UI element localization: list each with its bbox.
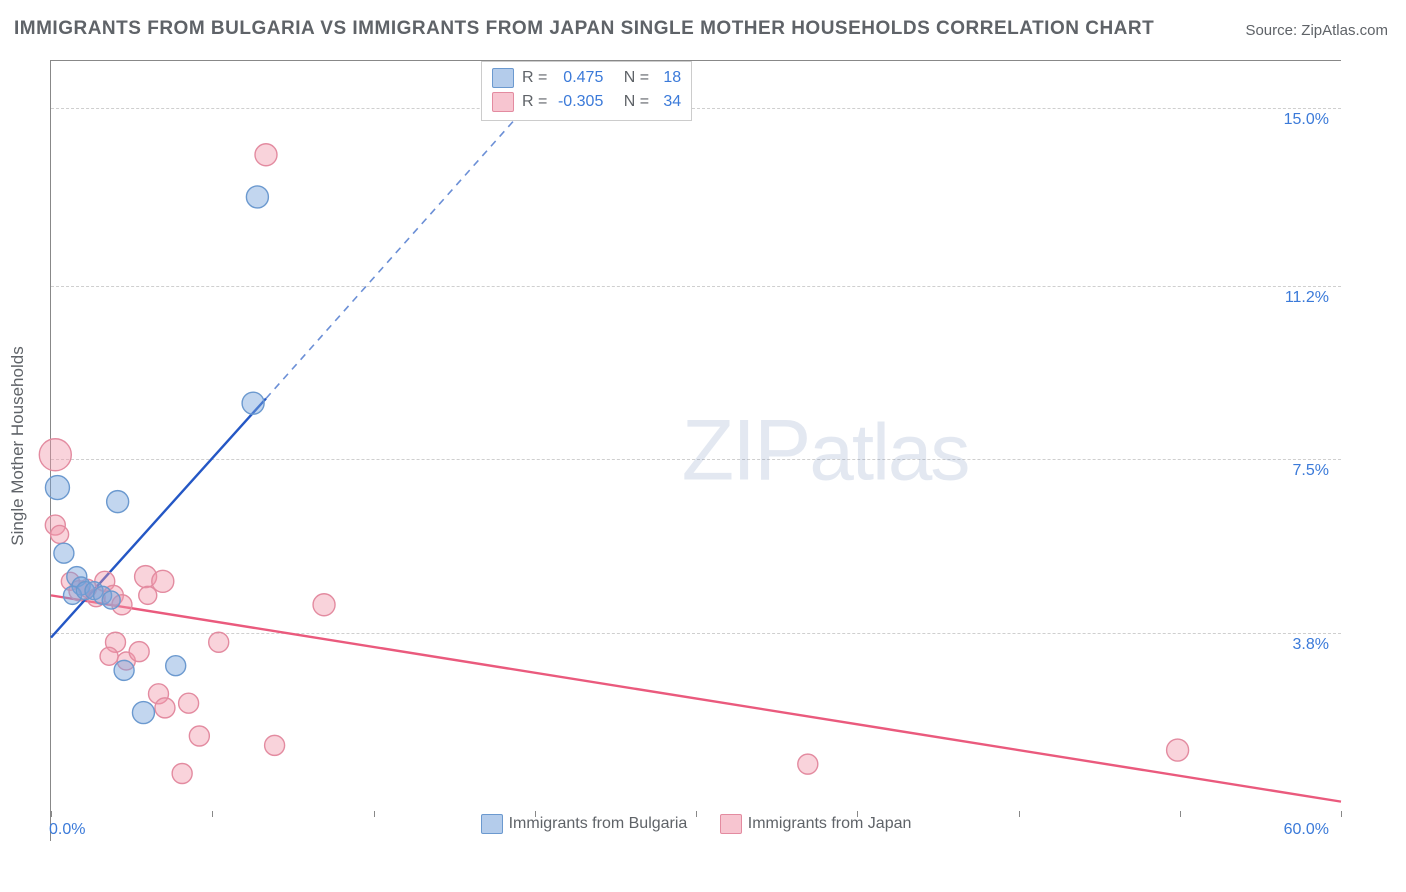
legend-label-bulgaria: Immigrants from Bulgaria: [509, 815, 688, 833]
swatch-blue-icon: [481, 814, 503, 834]
data-point-bulgaria: [107, 491, 129, 513]
trend-line: [51, 399, 266, 638]
data-point-japan: [51, 525, 69, 543]
data-point-japan: [172, 764, 192, 784]
plot-area: 3.8% 7.5% 11.2% 15.0% ZIPatlas 0.0% 60.0…: [50, 60, 1341, 841]
data-point-japan: [152, 570, 174, 592]
legend-label-japan: Immigrants from Japan: [748, 815, 912, 833]
data-point-japan: [129, 642, 149, 662]
data-point-japan: [39, 439, 71, 471]
data-point-japan: [100, 647, 118, 665]
r-label: R =: [522, 66, 547, 90]
data-point-japan: [155, 698, 175, 718]
data-point-bulgaria: [54, 543, 74, 563]
data-point-bulgaria: [132, 702, 154, 724]
data-point-bulgaria: [242, 392, 264, 414]
data-point-japan: [798, 754, 818, 774]
r-value-bulgaria: 0.475: [555, 66, 603, 90]
data-point-japan: [265, 735, 285, 755]
source-attribution: Source: ZipAtlas.com: [1245, 22, 1388, 39]
trend-line: [51, 595, 1341, 801]
data-point-bulgaria: [166, 656, 186, 676]
chart-svg: [51, 61, 1341, 841]
legend-item-japan: Immigrants from Japan: [720, 814, 912, 834]
swatch-pink-icon: [720, 814, 742, 834]
legend-row-japan: R = -0.305 N = 34: [492, 90, 681, 114]
data-point-bulgaria: [45, 476, 69, 500]
series-legend: Immigrants from Bulgaria Immigrants from…: [51, 814, 1341, 839]
data-point-bulgaria: [114, 660, 134, 680]
data-point-japan: [189, 726, 209, 746]
r-value-japan: -0.305: [555, 90, 603, 114]
n-label: N =: [624, 66, 649, 90]
n-value-japan: 34: [657, 90, 681, 114]
data-point-bulgaria: [246, 186, 268, 208]
y-axis-title: Single Mother Households: [8, 346, 28, 545]
legend-row-bulgaria: R = 0.475 N = 18: [492, 66, 681, 90]
swatch-pink-icon: [492, 92, 514, 112]
data-point-japan: [255, 144, 277, 166]
n-value-bulgaria: 18: [657, 66, 681, 90]
data-point-japan: [313, 594, 335, 616]
x-tick: [1341, 811, 1342, 817]
r-label: R =: [522, 90, 547, 114]
data-point-japan: [1167, 739, 1189, 761]
correlation-legend: R = 0.475 N = 18 R = -0.305 N = 34: [481, 61, 692, 121]
data-point-japan: [209, 632, 229, 652]
chart-title: IMMIGRANTS FROM BULGARIA VS IMMIGRANTS F…: [14, 18, 1154, 40]
data-point-japan: [179, 693, 199, 713]
swatch-blue-icon: [492, 68, 514, 88]
n-label: N =: [624, 90, 649, 114]
data-point-bulgaria: [102, 591, 120, 609]
legend-item-bulgaria: Immigrants from Bulgaria: [481, 814, 688, 834]
